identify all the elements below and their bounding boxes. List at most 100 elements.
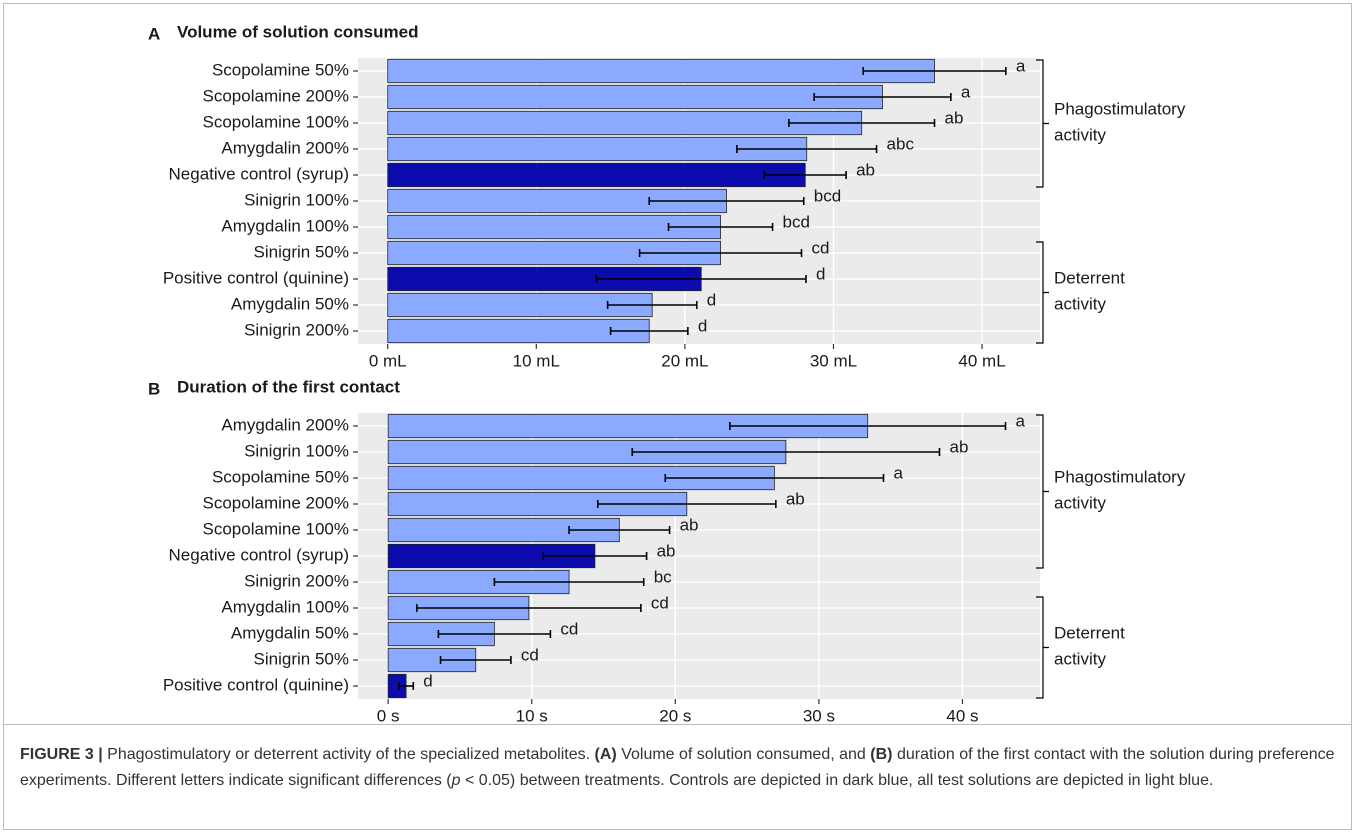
separator: [3, 724, 1352, 725]
error-bar: [667, 223, 774, 231]
y-tick-label: Scopolamine 100%: [203, 112, 349, 131]
x-tick-label: 20 s: [659, 706, 691, 724]
y-tick-label: Negative control (syrup): [169, 545, 349, 564]
significance-letter: ab: [945, 108, 964, 127]
significance-letter: d: [707, 290, 716, 309]
error-bar: [493, 578, 645, 586]
group-bracket: [1036, 596, 1049, 699]
caption-text: duration of the first contact with the s…: [20, 746, 1335, 789]
y-tick-label: Scopolamine 50%: [212, 60, 349, 79]
bar: [387, 162, 806, 188]
significance-letter: a: [893, 463, 903, 482]
significance-letter: cd: [521, 645, 539, 664]
error-bar: [736, 145, 878, 153]
error-bar: [664, 474, 885, 482]
y-tick-label: Sinigrin 50%: [254, 649, 349, 668]
significance-letter: abc: [887, 134, 915, 153]
error-bar: [596, 500, 777, 508]
y-tick-label: Negative control (syrup): [169, 164, 349, 183]
y-tick-label: Sinigrin 50%: [254, 242, 349, 261]
significance-letter: bc: [654, 567, 672, 586]
y-tick-label: Amygdalin 100%: [221, 216, 349, 235]
caption-p: p: [451, 772, 461, 789]
panel-title: Volume of solution consumed: [177, 22, 418, 41]
panel-label: A: [148, 24, 160, 43]
y-tick-label: Scopolamine 50%: [212, 467, 349, 486]
y-tick-label: Amygdalin 50%: [231, 623, 349, 642]
error-bar: [862, 67, 1007, 75]
y-tick-label: Amygdalin 200%: [221, 138, 349, 157]
significance-letter: d: [816, 264, 825, 283]
error-bar: [631, 448, 941, 456]
significance-letter: bcd: [783, 212, 810, 231]
error-bar: [606, 301, 698, 309]
error-bar: [398, 682, 415, 690]
significance-letter: cd: [651, 593, 669, 612]
significance-letter: ab: [786, 489, 805, 508]
significance-letter: a: [1016, 56, 1026, 75]
significance-letter: cd: [812, 238, 830, 257]
caption: FIGURE 3 | Phagostimulatory or deterrent…: [20, 742, 1340, 794]
group-label: Deterrent activity: [1054, 624, 1125, 669]
y-tick-label: Sinigrin 200%: [244, 320, 349, 339]
y-tick-label: Scopolamine 200%: [203, 86, 349, 105]
panel-label: B: [148, 379, 160, 398]
y-tick-label: Amygdalin 100%: [221, 597, 349, 616]
significance-letter: ab: [856, 160, 875, 179]
x-tick-label: 10 s: [516, 706, 548, 724]
significance-letter: d: [423, 671, 432, 690]
x-tick-label: 30 mL: [810, 351, 857, 370]
error-bar: [437, 630, 552, 638]
error-bar: [568, 526, 671, 534]
y-tick-label: Positive control (quinine): [163, 675, 349, 694]
caption-a: (A): [594, 746, 617, 763]
group-bracket: [1036, 241, 1049, 344]
caption-b: (B): [870, 746, 893, 763]
error-bar: [595, 275, 807, 283]
significance-letter: d: [698, 316, 707, 335]
y-tick-label: Scopolamine 100%: [203, 519, 349, 538]
significance-letter: ab: [949, 437, 968, 456]
error-bar: [648, 197, 805, 205]
x-tick-label: 40 mL: [958, 351, 1005, 370]
error-bar: [609, 327, 689, 335]
error-bar: [729, 422, 1007, 430]
y-tick-label: Positive control (quinine): [163, 268, 349, 287]
y-tick-label: Sinigrin 200%: [244, 571, 349, 590]
group-bracket: [1036, 414, 1049, 569]
y-tick-label: Sinigrin 100%: [244, 190, 349, 209]
x-tick-label: 10 mL: [513, 351, 560, 370]
x-tick-label: 0 mL: [369, 351, 407, 370]
significance-letter: a: [1016, 411, 1026, 430]
chart: A Volume of solution consumed 0 mL 10 mL 20 …: [148, 22, 1186, 724]
y-tick-label: Amygdalin 50%: [231, 294, 349, 313]
error-bar: [638, 249, 803, 257]
y-tick-label: Scopolamine 200%: [203, 493, 349, 512]
error-bar: [763, 171, 847, 179]
figure-frame: [3, 3, 1352, 830]
group-label: Phagostimulatory activity: [1054, 100, 1186, 145]
significance-letter: bcd: [814, 186, 841, 205]
group-label: Phagostimulatory activity: [1054, 468, 1186, 513]
x-tick-label: 30 s: [803, 706, 835, 724]
significance-letter: cd: [560, 619, 578, 638]
caption-figure: FIGURE 3 |: [20, 746, 103, 763]
group-bracket: [1036, 59, 1049, 188]
panel-title: Duration of the first contact: [177, 377, 400, 396]
error-bar: [439, 656, 512, 664]
y-tick-label: Amygdalin 200%: [221, 415, 349, 434]
error-bar: [416, 604, 642, 612]
caption-text: < 0.05) between treatments. Controls are…: [464, 772, 1214, 789]
error-bar: [788, 119, 936, 127]
bar: [387, 58, 935, 84]
significance-letter: a: [961, 82, 971, 101]
y-tick-label: Sinigrin 100%: [244, 441, 349, 460]
error-bar: [813, 93, 952, 101]
x-tick-label: 20 mL: [661, 351, 708, 370]
significance-letter: ab: [657, 541, 676, 560]
bar: [387, 84, 883, 110]
significance-letter: ab: [680, 515, 699, 534]
caption-text: Volume of solution consumed, and: [621, 746, 866, 763]
caption-text: Phagostimulatory or deterrent activity o…: [107, 746, 591, 763]
